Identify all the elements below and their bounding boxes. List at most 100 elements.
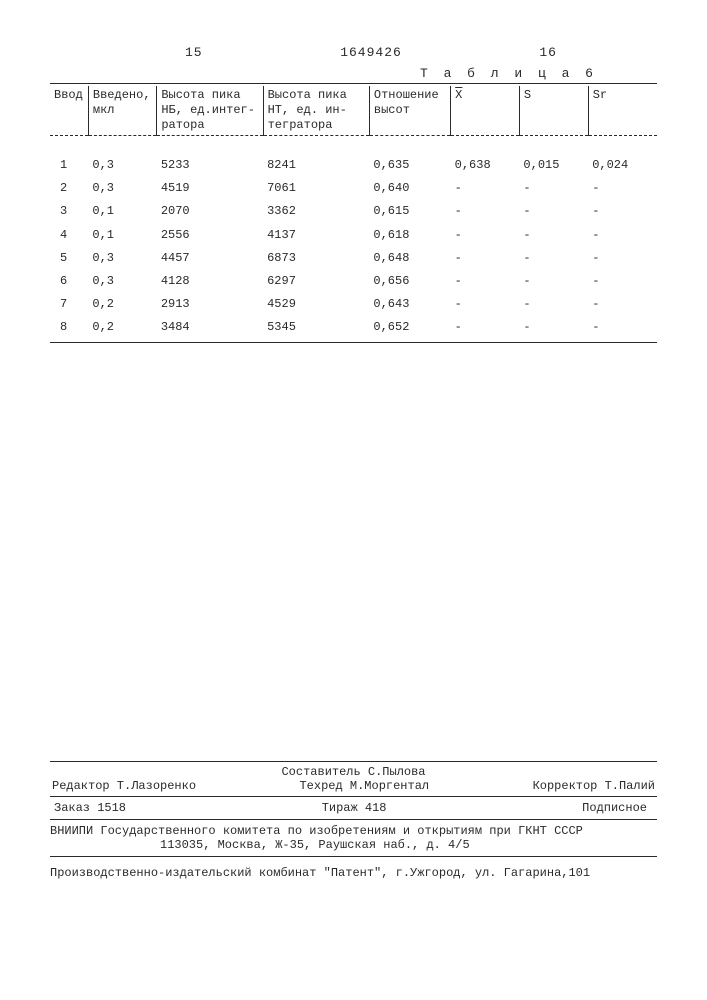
table-cell: 6297	[263, 270, 369, 293]
table-cell: 3	[50, 200, 88, 223]
credits-row: Редактор Т.Лазоренко Техред М.Моргентал …	[50, 779, 657, 793]
table-cell: 0,635	[369, 154, 450, 177]
vniipi-line1: ВНИИПИ Государственного комитета по изоб…	[50, 824, 657, 838]
vniipi-line2: 113035, Москва, Ж-35, Раушская наб., д. …	[50, 838, 657, 852]
table-cell: -	[451, 293, 520, 316]
table-cell: -	[451, 200, 520, 223]
col-vvedeno: Введено, мкл	[88, 86, 156, 136]
table-row: 20,3451970610,640---	[50, 177, 657, 200]
data-table: Ввод Введено, мкл Высота пика НБ, ед.инт…	[50, 86, 657, 340]
table-cell: 0,2	[88, 293, 156, 316]
table-row: 60,3412862970,656---	[50, 270, 657, 293]
compiler-line: Составитель С.Пылова	[50, 765, 657, 779]
footer-rule-2	[50, 796, 657, 797]
col-xbar: X	[451, 86, 520, 136]
table-cell: -	[519, 177, 588, 200]
table-cell: 0,615	[369, 200, 450, 223]
table-cell: 5	[50, 247, 88, 270]
table-cell: -	[519, 316, 588, 339]
table-bottom-rule	[50, 342, 657, 343]
table-cell: 5233	[157, 154, 263, 177]
table-row: 10,3523382410,6350,6380,0150,024	[50, 154, 657, 177]
order-row: Заказ 1518 Тираж 418 Подписное	[50, 800, 657, 816]
tech-credit: Техред М.Моргентал	[299, 779, 429, 793]
table-cell: -	[451, 316, 520, 339]
table-cell: -	[588, 200, 657, 223]
editor-credit: Редактор Т.Лазоренко	[52, 779, 196, 793]
table-cell: 2	[50, 177, 88, 200]
table-cell: 4529	[263, 293, 369, 316]
col-vvod: Ввод	[50, 86, 88, 136]
table-top-rule	[50, 83, 657, 84]
tirazh: Тираж 418	[322, 801, 387, 815]
table-cell: 3362	[263, 200, 369, 223]
table-row: 30,1207033620,615---	[50, 200, 657, 223]
table-cell: -	[519, 247, 588, 270]
page-left-number: 15	[185, 45, 203, 60]
col-peak-nb: Высота пика НБ, ед.интег- ратора	[157, 86, 263, 136]
table-cell: 0,652	[369, 316, 450, 339]
col-ratio: Отношение высот	[369, 86, 450, 136]
table-cell: 8241	[263, 154, 369, 177]
col-peak-nt: Высота пика НТ, ед. ин- тегратора	[263, 86, 369, 136]
table-cell: 7061	[263, 177, 369, 200]
table-caption: Т а б л и ц а 6	[50, 66, 657, 81]
table-cell: -	[588, 293, 657, 316]
table-cell: 4457	[157, 247, 263, 270]
table-cell: -	[519, 200, 588, 223]
vniipi-block: ВНИИПИ Государственного комитета по изоб…	[50, 823, 657, 853]
table-cell: 0,1	[88, 200, 156, 223]
table-cell: 5345	[263, 316, 369, 339]
table-row: 40,1255641370,618---	[50, 224, 657, 247]
table-cell: 0,3	[88, 154, 156, 177]
table-cell: 0,015	[519, 154, 588, 177]
table-cell: 2913	[157, 293, 263, 316]
table-row: 70,2291345290,643---	[50, 293, 657, 316]
table-cell: -	[588, 177, 657, 200]
table-cell: 0,024	[588, 154, 657, 177]
subscription: Подписное	[582, 801, 647, 815]
table-cell: 6	[50, 270, 88, 293]
table-cell: 0,3	[88, 270, 156, 293]
table-cell: -	[451, 270, 520, 293]
table-cell: -	[519, 224, 588, 247]
table-cell: -	[451, 177, 520, 200]
imprint-footer: Составитель С.Пылова Редактор Т.Лазоренк…	[50, 758, 657, 880]
table-cell: 2556	[157, 224, 263, 247]
table-cell: 0,618	[369, 224, 450, 247]
table-cell: 4	[50, 224, 88, 247]
table-cell: 4519	[157, 177, 263, 200]
table-cell: -	[588, 247, 657, 270]
table-cell: 0,3	[88, 247, 156, 270]
production-line: Производственно-издательский комбинат "П…	[50, 860, 657, 880]
table-cell: -	[588, 224, 657, 247]
table-header: Ввод Введено, мкл Высота пика НБ, ед.инт…	[50, 86, 657, 136]
col-s: S	[519, 86, 588, 136]
document-number: 1649426	[340, 45, 402, 60]
footer-rule-1	[50, 761, 657, 762]
table-cell: 7	[50, 293, 88, 316]
table-cell: 6873	[263, 247, 369, 270]
table-cell: 1	[50, 154, 88, 177]
footer-rule-4	[50, 856, 657, 857]
table-body: 10,3523382410,6350,6380,0150,02420,34519…	[50, 136, 657, 340]
table-cell: 0,656	[369, 270, 450, 293]
corrector-credit: Корректор Т.Палий	[533, 779, 655, 793]
table-cell: 3484	[157, 316, 263, 339]
table-cell: 0,2	[88, 316, 156, 339]
table-cell: 0,1	[88, 224, 156, 247]
order-number: Заказ 1518	[54, 801, 126, 815]
xbar-label: X	[455, 88, 462, 102]
table-cell: -	[519, 293, 588, 316]
table-cell: 0,638	[451, 154, 520, 177]
table-cell: 4128	[157, 270, 263, 293]
table-cell: -	[588, 270, 657, 293]
table-row: 50,3445768730,648---	[50, 247, 657, 270]
footer-rule-3	[50, 819, 657, 820]
page-header: 15 1649426 16	[50, 45, 657, 60]
col-sr: Sr	[588, 86, 657, 136]
table-row: 80,2348453450,652---	[50, 316, 657, 339]
table-cell: -	[588, 316, 657, 339]
table-cell: 0,643	[369, 293, 450, 316]
table-cell: 8	[50, 316, 88, 339]
